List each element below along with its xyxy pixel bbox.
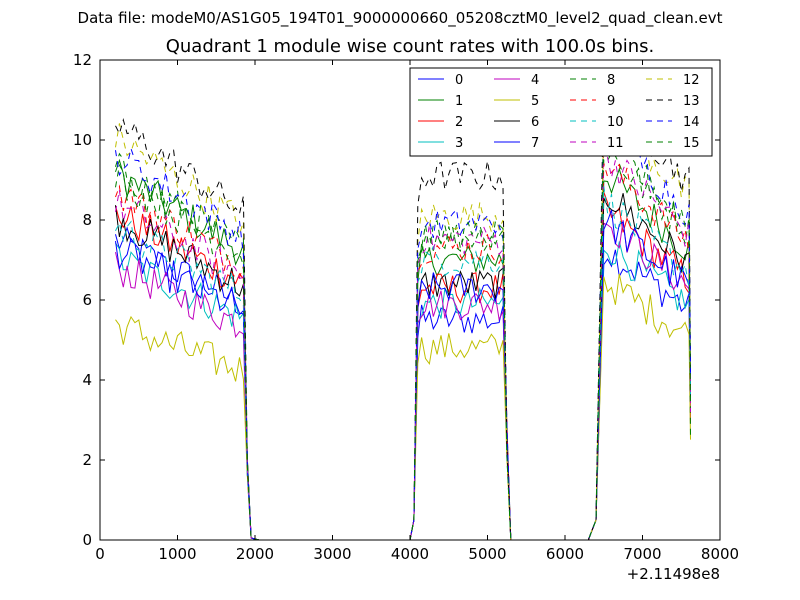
y-tick-label: 6	[82, 291, 92, 309]
series-line-3	[115, 241, 691, 541]
y-tick-label: 8	[82, 211, 92, 229]
legend-label: 2	[455, 115, 463, 130]
y-tick-label: 2	[82, 451, 92, 469]
x-tick-label: 0	[95, 545, 105, 563]
legend-label: 5	[531, 94, 539, 109]
series-line-7	[115, 209, 691, 541]
legend-label: 7	[531, 136, 539, 151]
x-tick-label: 1000	[158, 545, 196, 563]
y-tick-label: 10	[73, 131, 92, 149]
plot-lines	[115, 72, 691, 541]
y-tick-label: 12	[73, 51, 92, 69]
legend-label: 1	[455, 94, 463, 109]
legend-label: 12	[683, 73, 700, 88]
x-tick-label: 8000	[701, 545, 739, 563]
x-tick-label: 2000	[236, 545, 274, 563]
series-line-2	[115, 191, 691, 541]
series-line-10	[115, 186, 691, 541]
x-tick-label: 7000	[623, 545, 661, 563]
series-line-6	[115, 193, 691, 541]
legend-box	[409, 67, 713, 157]
series-line-15	[115, 121, 691, 541]
series-line-14	[115, 109, 691, 541]
series-line-9	[115, 163, 691, 541]
legend-label: 13	[683, 94, 700, 109]
series-line-8	[115, 151, 691, 541]
legend-label: 11	[607, 136, 624, 151]
legend-label: 9	[607, 94, 615, 109]
x-tick-label: 5000	[468, 545, 506, 563]
series-line-4	[115, 220, 691, 541]
y-tick-label: 0	[82, 531, 92, 549]
chart-title: Quadrant 1 module wise count rates with …	[165, 36, 655, 57]
x-tick-label: 6000	[546, 545, 584, 563]
axis-ticks: 0 1000 2000 3000 4000 5000 6000 7000 80000246810…	[73, 51, 739, 563]
legend-label: 6	[531, 115, 539, 130]
legend-label: 14	[683, 115, 700, 130]
series-line-1	[115, 158, 691, 541]
series-line-5	[115, 273, 691, 541]
x-tick-label: 3000	[313, 545, 351, 563]
x-axis-offset-label: +2.11498e8	[627, 565, 720, 583]
y-tick-label: 4	[82, 371, 92, 389]
legend-label: 10	[607, 115, 624, 130]
legend-label: 15	[683, 136, 700, 151]
x-tick-label: 4000	[391, 545, 429, 563]
series-line-11	[115, 141, 691, 541]
legend-label: 4	[531, 73, 539, 88]
figure-suptitle: Data file: modeM0/AS1G05_194T01_90000006…	[77, 9, 723, 27]
legend-label: 3	[455, 136, 463, 151]
legend-label: 8	[607, 73, 615, 88]
series-line-0	[115, 226, 691, 541]
legend-label: 0	[455, 73, 463, 88]
